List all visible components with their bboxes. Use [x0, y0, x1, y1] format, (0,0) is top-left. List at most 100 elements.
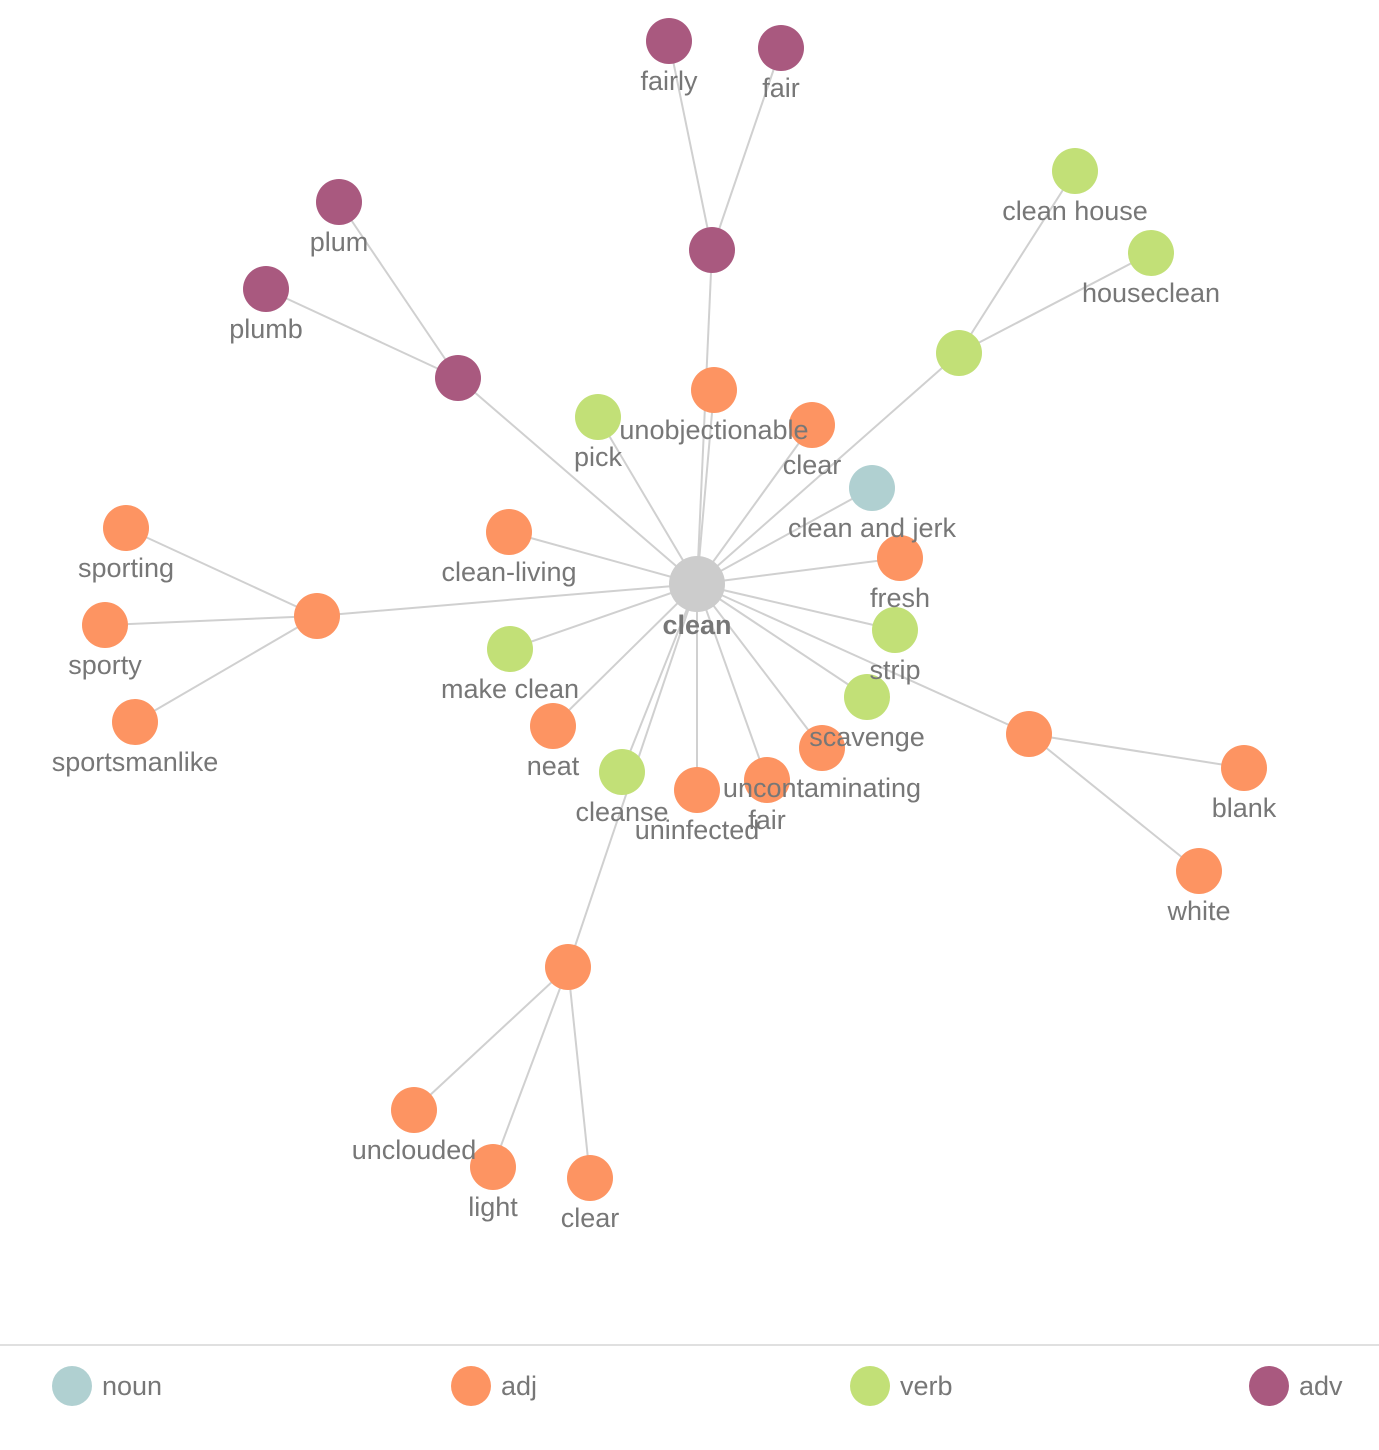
node[interactable] [487, 626, 533, 672]
edge [696, 352, 960, 585]
node[interactable] [575, 394, 621, 440]
legend-label: noun [102, 1371, 162, 1401]
edge [1028, 733, 1200, 872]
node[interactable] [599, 749, 645, 795]
node[interactable] [486, 509, 532, 555]
node-label: fair [762, 73, 800, 103]
node[interactable] [545, 944, 591, 990]
node-label: uncontaminating [723, 773, 921, 803]
node[interactable] [435, 355, 481, 401]
edge [509, 583, 698, 650]
node-label: fairly [640, 66, 698, 96]
edge [1028, 733, 1245, 769]
edge [696, 583, 823, 749]
node[interactable] [646, 18, 692, 64]
node[interactable] [789, 402, 835, 448]
edge [508, 531, 698, 585]
node[interactable] [294, 593, 340, 639]
edge [457, 377, 698, 585]
node-label: clear [783, 450, 842, 480]
legend-label: verb [900, 1371, 953, 1401]
edges [104, 40, 1245, 1179]
node-label: uninfected [635, 815, 760, 845]
node-label: clean house [1002, 196, 1148, 226]
edge [668, 40, 713, 251]
node-label: plum [310, 227, 369, 257]
node[interactable] [758, 25, 804, 71]
node[interactable] [877, 535, 923, 581]
node-label: houseclean [1082, 278, 1220, 308]
node-label: strip [869, 655, 920, 685]
legend: noun adj verb adv [52, 1366, 1343, 1406]
node[interactable] [82, 602, 128, 648]
node-label: clean-living [441, 557, 576, 587]
node[interactable] [872, 607, 918, 653]
edge [696, 583, 868, 698]
node-label: pick [574, 442, 623, 472]
nodes: clean unobjectionable clear clean and jerk f… [52, 18, 1277, 1233]
legend-swatch [52, 1366, 92, 1406]
legend-label: adj [501, 1371, 537, 1401]
node-label: sportsmanlike [52, 747, 219, 777]
edge [696, 424, 813, 585]
edge [552, 583, 698, 727]
node[interactable] [1176, 848, 1222, 894]
edge [696, 583, 1030, 735]
node[interactable] [799, 725, 845, 771]
node-label: scavenge [809, 722, 925, 752]
node-label: unclouded [352, 1135, 477, 1165]
node-label: fair [748, 805, 786, 835]
edge [125, 527, 318, 617]
node[interactable] [936, 330, 982, 376]
node-label: blank [1212, 793, 1277, 823]
node-label: fresh [870, 583, 930, 613]
node[interactable] [567, 1155, 613, 1201]
node[interactable] [744, 757, 790, 803]
node[interactable] [470, 1144, 516, 1190]
node[interactable] [103, 505, 149, 551]
node[interactable] [316, 179, 362, 225]
node-label: clean [662, 610, 731, 640]
node[interactable] [112, 699, 158, 745]
edge [711, 47, 782, 251]
edge [338, 201, 459, 379]
edge [492, 966, 569, 1168]
edge [265, 288, 459, 379]
edge [696, 389, 715, 585]
node-label: sporty [68, 650, 142, 680]
node[interactable] [1006, 711, 1052, 757]
node-label: plumb [229, 314, 303, 344]
node[interactable] [674, 767, 720, 813]
edge [597, 416, 698, 585]
edge [316, 583, 698, 617]
edge [696, 487, 873, 585]
node[interactable] [530, 703, 576, 749]
node[interactable] [844, 674, 890, 720]
edge [567, 966, 591, 1179]
edge [696, 249, 713, 585]
legend-swatch [1249, 1366, 1289, 1406]
edge [696, 557, 901, 585]
edge [413, 966, 569, 1111]
node-label: sporting [78, 553, 174, 583]
node-label: make clean [441, 674, 579, 704]
node[interactable] [689, 227, 735, 273]
node-label: unobjectionable [619, 415, 808, 445]
node[interactable] [691, 367, 737, 413]
edge [696, 583, 768, 781]
edge [958, 252, 1152, 354]
node[interactable] [391, 1087, 437, 1133]
node[interactable] [1128, 230, 1174, 276]
node-label: clean and jerk [788, 513, 957, 543]
legend-swatch [850, 1366, 890, 1406]
edge [696, 583, 896, 631]
node[interactable] [1221, 745, 1267, 791]
node[interactable] [849, 465, 895, 511]
node[interactable] [1052, 148, 1098, 194]
root-node[interactable] [669, 556, 725, 612]
edge [104, 615, 318, 626]
edge [958, 170, 1076, 354]
node-label: light [468, 1192, 518, 1222]
node[interactable] [243, 266, 289, 312]
